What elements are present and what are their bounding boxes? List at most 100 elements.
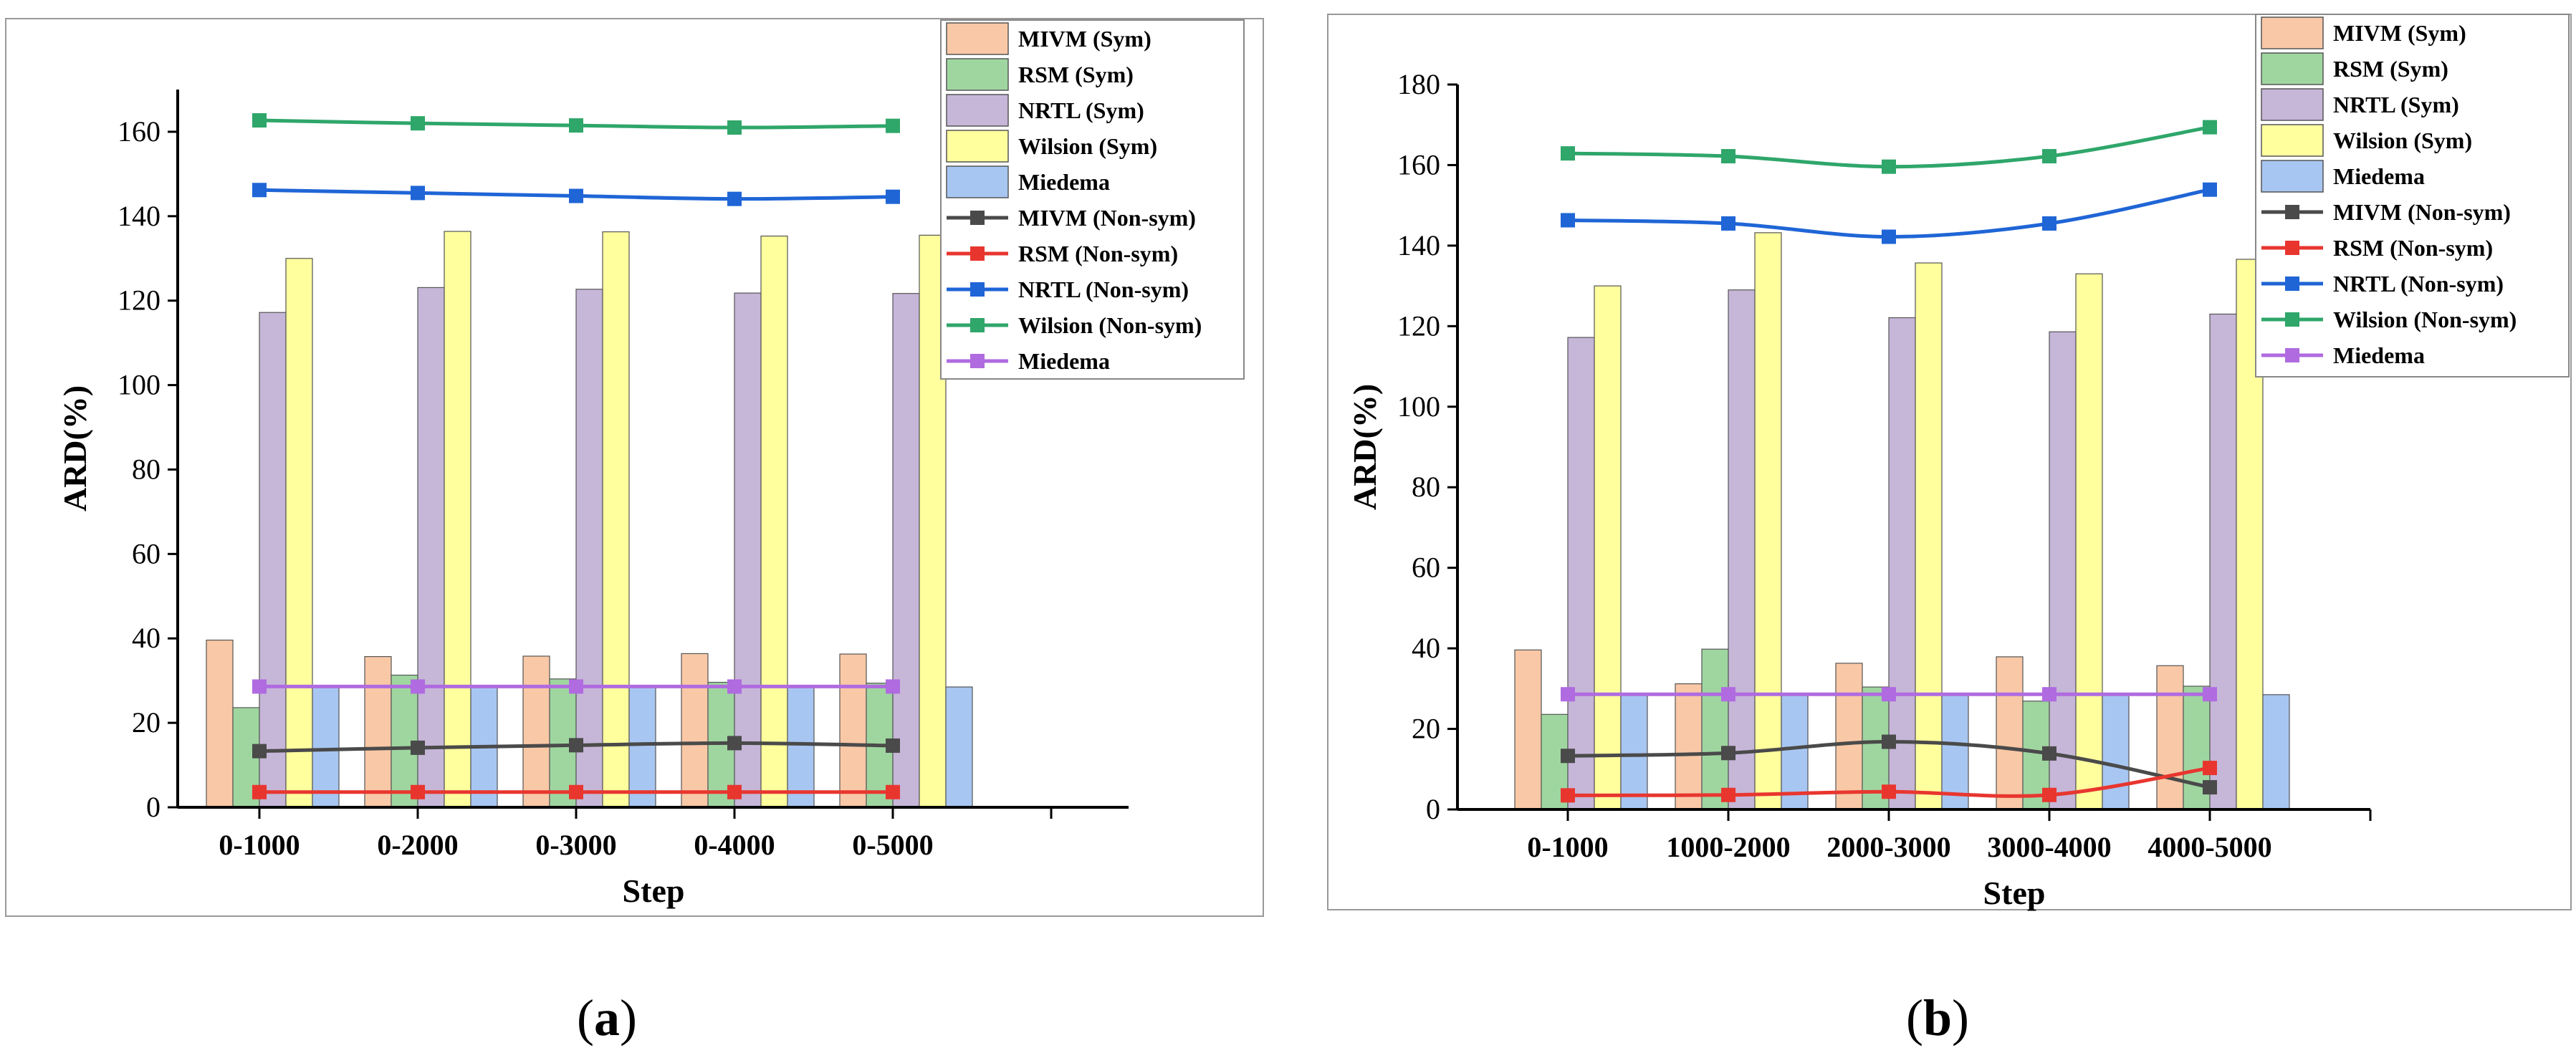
b-ytick-label-9: 180 [1397, 68, 1440, 100]
b-bar-0-0 [1514, 649, 1542, 810]
a-bar-3-1 [444, 231, 471, 808]
b-ytick-label-0: 0 [1426, 793, 1440, 825]
caption-b: (b) [1906, 989, 1970, 1047]
a-legend-label-4: Miedema [1018, 169, 1110, 195]
b-ylabel: ARD(%) [1346, 384, 1383, 510]
a-ytick-label-3: 60 [132, 537, 161, 569]
b-bar-1-1 [1701, 648, 1729, 810]
b-point-0-1 [1721, 746, 1735, 761]
a-bar-2-2 [575, 289, 603, 808]
b-point-0-4 [2203, 780, 2217, 795]
a-point-1-4 [886, 784, 900, 799]
a-point-2-2 [569, 188, 583, 203]
a-bar-3-0 [285, 258, 313, 808]
a-point-1-0 [252, 784, 267, 799]
a-point-2-4 [886, 189, 900, 204]
b-legend-label-7: NRTL (Non-sym) [2333, 271, 2504, 297]
b-bar-0-4 [2156, 665, 2184, 810]
b-point-2-3 [2042, 216, 2057, 231]
b-point-4-2 [1882, 687, 1896, 702]
b-point-3-0 [1561, 146, 1575, 161]
a-legend-swatch-3 [946, 130, 1009, 163]
b-point-1-3 [2042, 787, 2057, 802]
a-bar-0-3 [681, 653, 709, 808]
b-legend-marker-5 [2285, 205, 2299, 219]
a-point-1-3 [727, 784, 742, 799]
a-ytick-label-2: 40 [132, 622, 161, 654]
b-point-0-3 [2042, 746, 2057, 761]
a-legend-label-0: MIVM (Sym) [1018, 26, 1151, 52]
a-point-3-0 [252, 113, 267, 128]
a-point-1-2 [569, 784, 583, 799]
a-legend-marker-5 [970, 211, 985, 225]
b-point-3-3 [2042, 149, 2057, 164]
a-legend-label-9: Miedema [1018, 348, 1110, 374]
b-point-2-4 [2203, 182, 2217, 197]
a-bar-4-0 [312, 686, 340, 808]
b-bar-3-3 [2075, 273, 2103, 810]
a-legend-label-7: NRTL (Non-sym) [1018, 276, 1189, 302]
b-bar-2-4 [2209, 313, 2237, 810]
a-xtick-label-2: 0-3000 [535, 829, 616, 861]
b-legend-label-5: MIVM (Non-sym) [2333, 199, 2511, 225]
a-point-3-4 [886, 118, 900, 133]
b-bar-3-1 [1754, 232, 1782, 810]
b-bar-4-1 [1781, 694, 1809, 810]
b-point-2-1 [1721, 216, 1735, 231]
a-point-3-2 [569, 118, 583, 133]
b-ytick-label-8: 160 [1397, 148, 1440, 181]
a-bar-0-2 [522, 655, 550, 808]
b-legend-label-3: Wilsion (Sym) [2333, 128, 2472, 153]
a-legend-swatch-2 [946, 94, 1009, 127]
b-xtick-label-4: 4000-5000 [2148, 831, 2271, 863]
b-legend-swatch-2 [2261, 88, 2324, 121]
a-legend-swatch-4 [946, 165, 1009, 198]
b-legend-label-4: Miedema [2333, 163, 2425, 189]
a-bar-0-4 [839, 653, 867, 808]
a-point-4-3 [727, 679, 742, 694]
a-legend-marker-6 [970, 246, 985, 261]
b-frame [1327, 14, 2572, 910]
a-xlabel: Step [623, 872, 685, 909]
b-legend-label-8: Wilsion (Non-sym) [2333, 307, 2517, 332]
a-xtick-label-1: 0-2000 [377, 829, 458, 861]
a-ytick-label-5: 100 [118, 369, 161, 401]
b-legend-label-2: NRTL (Sym) [2333, 92, 2459, 117]
a-bar-3-2 [602, 231, 630, 808]
a-frame [5, 18, 1264, 917]
b-bar-4-4 [2262, 694, 2290, 810]
b-ytick-label-4: 80 [1412, 471, 1440, 503]
a-legend-label-8: Wilsion (Non-sym) [1018, 312, 1202, 338]
a-point-4-1 [411, 679, 425, 694]
a-point-4-4 [886, 679, 900, 694]
b-bar-2-0 [1567, 337, 1595, 810]
a-legend-label-6: RSM (Non-sym) [1018, 241, 1178, 266]
a-point-0-1 [411, 740, 425, 755]
chart-panel-b: 0 20 40 60 80 100 120 140 160 180 0-1000 1000-2000 2… [1311, 0, 2576, 931]
chart-a-svg: 0 20 40 60 80 100 120 140 160 0-1000 0-2000 0-3000 0… [5, 18, 1264, 917]
b-bar-4-2 [1941, 694, 1969, 810]
a-point-0-2 [569, 738, 583, 753]
a-legend-label-5: MIVM (Non-sym) [1018, 205, 1196, 231]
b-legend-label-6: RSM (Non-sym) [2333, 235, 2493, 261]
a-xtick-label-3: 0-4000 [694, 829, 775, 861]
b-legend-swatch-4 [2261, 160, 2324, 193]
a-legend-label-1: RSM (Sym) [1018, 62, 1134, 87]
b-point-2-0 [1561, 213, 1575, 228]
a-bar-2-4 [892, 293, 920, 808]
a-point-2-1 [411, 186, 425, 201]
b-bar-4-3 [2102, 694, 2130, 810]
a-legend-marker-7 [970, 282, 985, 297]
a-point-0-0 [252, 744, 267, 759]
b-bar-2-3 [2049, 331, 2077, 810]
caption-a: (a) [577, 989, 637, 1047]
b-point-3-1 [1721, 149, 1735, 164]
a-bar-2-0 [259, 312, 287, 808]
b-point-0-0 [1561, 749, 1575, 764]
b-point-4-3 [2042, 687, 2057, 702]
a-ytick-label-4: 80 [132, 453, 161, 485]
chart-b-svg: 0 20 40 60 80 100 120 140 160 180 0-1000 1000-2000 2… [1327, 14, 2572, 911]
b-legend-swatch-3 [2261, 124, 2324, 157]
b-bar-0-3 [1996, 656, 2024, 810]
a-xtick-label-4: 0-5000 [852, 829, 933, 861]
